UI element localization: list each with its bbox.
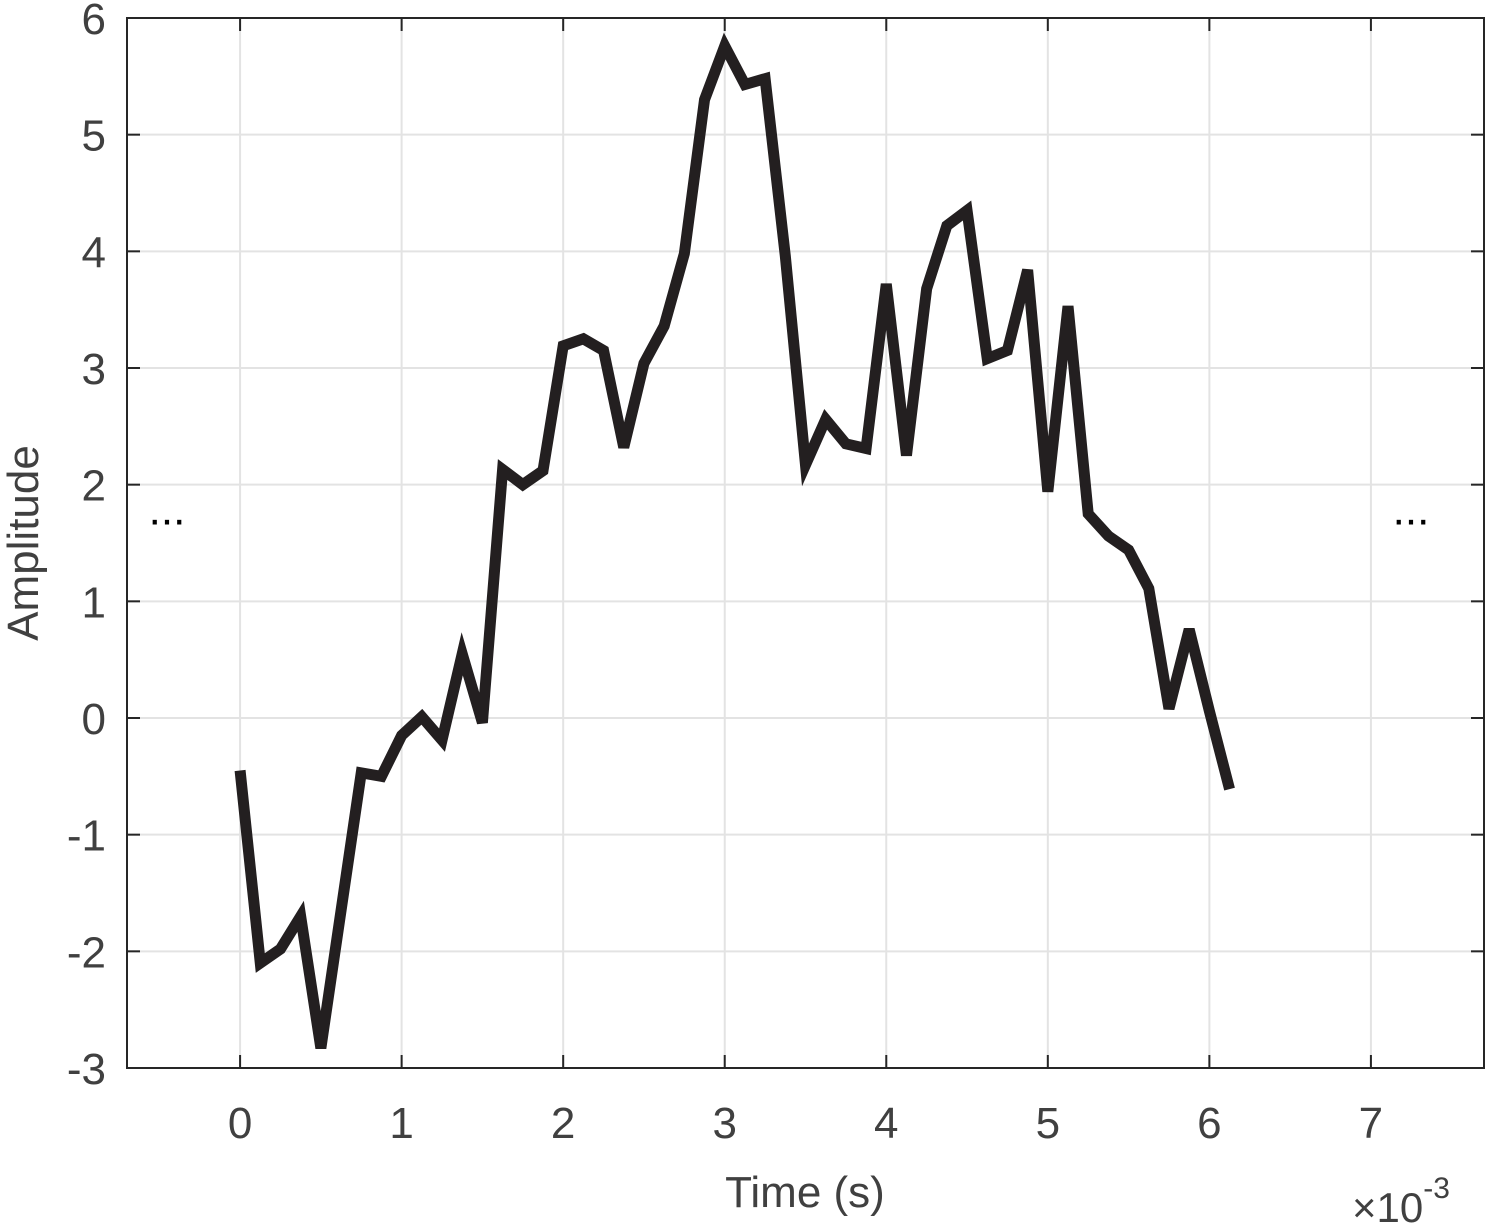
y-tick-label: 0 bbox=[82, 695, 106, 744]
x-tick-label: 5 bbox=[1036, 1099, 1060, 1148]
x-exponent-label: ×10-3 bbox=[1352, 1172, 1450, 1225]
x-exponent-base: ×10 bbox=[1352, 1184, 1423, 1225]
tick-marks bbox=[127, 17, 1484, 1069]
series-line bbox=[234, 32, 1235, 1050]
x-exponent-power: -3 bbox=[1423, 1172, 1450, 1205]
x-tick-labels: 0 1 2 3 4 5 6 7 bbox=[228, 1099, 1383, 1148]
x-tick-label: 1 bbox=[389, 1099, 413, 1148]
x-tick-label: 2 bbox=[551, 1099, 575, 1148]
y-tick-label: 6 bbox=[82, 0, 106, 44]
y-tick-label: -2 bbox=[67, 928, 106, 977]
x-tick-label: 4 bbox=[874, 1099, 898, 1148]
y-tick-label: -3 bbox=[67, 1045, 106, 1094]
plot-frame bbox=[126, 17, 1485, 1069]
y-tick-label: 2 bbox=[82, 462, 106, 511]
y-tick-label: 4 bbox=[82, 228, 106, 277]
y-tick-label: 3 bbox=[82, 345, 106, 394]
x-axis-label: Time (s) bbox=[725, 1168, 885, 1217]
y-tick-label: 5 bbox=[82, 112, 106, 161]
y-tick-label: 1 bbox=[82, 578, 106, 627]
ellipsis-right: ... bbox=[1393, 485, 1430, 534]
y-axis-label: Amplitude bbox=[0, 445, 48, 641]
x-tick-label: 0 bbox=[228, 1099, 252, 1148]
plot-background bbox=[127, 18, 1484, 1068]
x-tick-label: 3 bbox=[712, 1099, 736, 1148]
x-tick-label: 6 bbox=[1197, 1099, 1221, 1148]
x-tick-label: 7 bbox=[1359, 1099, 1383, 1148]
ellipsis-left: ... bbox=[149, 485, 186, 534]
y-tick-labels: -3 -2 -1 0 1 2 3 4 5 6 bbox=[67, 0, 106, 1094]
y-tick-label: -1 bbox=[67, 812, 106, 861]
